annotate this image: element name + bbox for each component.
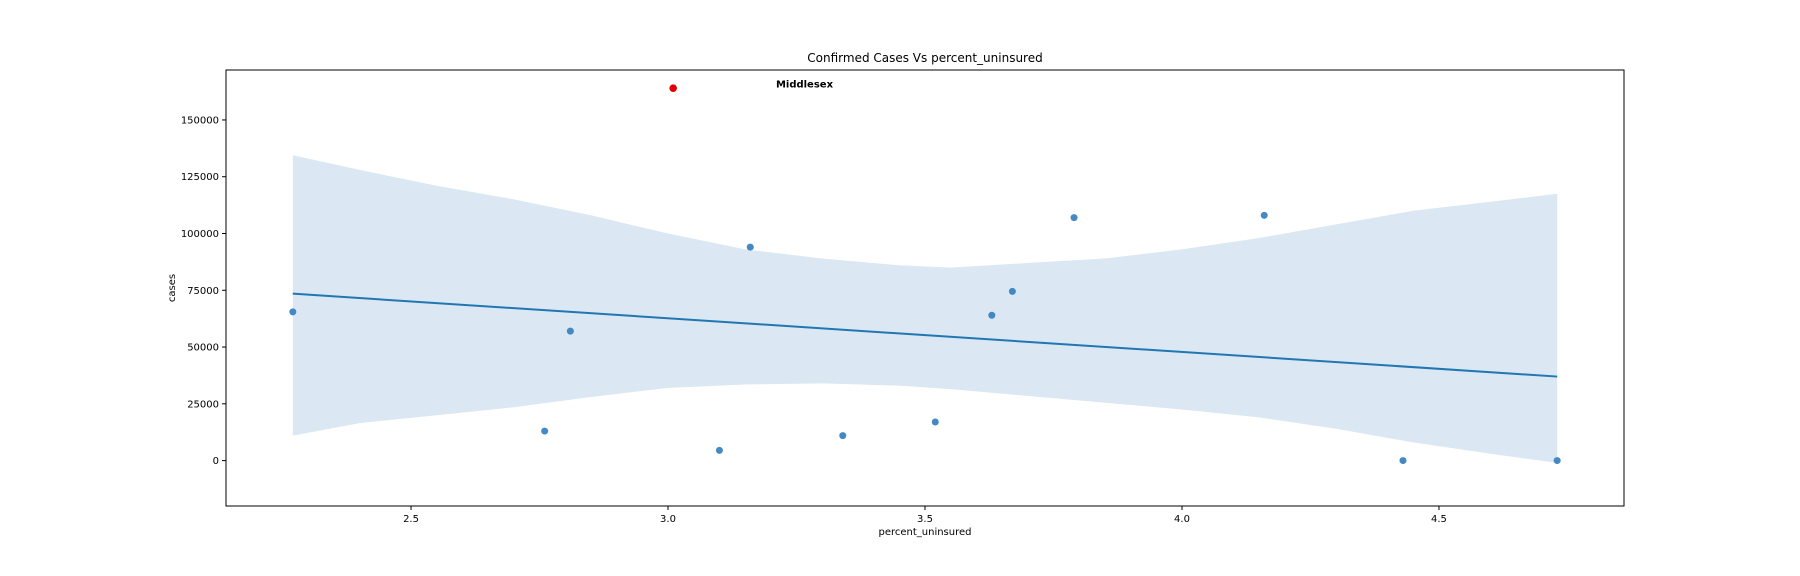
data-point (1260, 211, 1268, 219)
annotation-label: Middlesex (776, 80, 834, 91)
data-point (541, 427, 549, 435)
y-tick-label: 50000 (187, 343, 219, 354)
regression-line (292, 292, 1558, 378)
confidence-band (292, 155, 1558, 463)
data-point (931, 418, 939, 426)
x-tick-label: 3.5 (917, 514, 933, 525)
data-point (1399, 457, 1407, 465)
chart-title: Confirmed Cases Vs percent_uninsured (807, 51, 1042, 65)
y-tick-label: 25000 (187, 399, 219, 410)
data-point (1553, 457, 1561, 465)
data-point (566, 327, 574, 335)
data-point (1008, 287, 1016, 295)
x-axis: 2.5 3.0 3.5 4.0 4.5 (403, 506, 1447, 525)
data-point (839, 432, 847, 440)
y-tick-label: 125000 (181, 172, 219, 183)
y-axis: 0 25000 50000 75000 100000 125000 150000 (181, 115, 226, 467)
x-axis-title: percent_uninsured (878, 527, 971, 538)
data-point (746, 243, 754, 251)
plot-area: Middlesex (289, 80, 1561, 465)
highlight-point (669, 84, 677, 92)
data-point (289, 308, 297, 316)
x-tick-label: 3.0 (660, 514, 676, 525)
y-axis-title: cases (167, 274, 178, 302)
x-tick-label: 2.5 (403, 514, 419, 525)
y-tick-label: 100000 (181, 229, 219, 240)
y-tick-label: 150000 (181, 115, 219, 126)
x-tick-label: 4.0 (1174, 514, 1190, 525)
y-tick-label: 0 (213, 456, 219, 467)
data-point (715, 446, 723, 454)
data-point (988, 311, 996, 319)
data-point (1070, 214, 1078, 222)
y-tick-label: 75000 (187, 286, 219, 297)
x-tick-label: 4.5 (1431, 514, 1447, 525)
